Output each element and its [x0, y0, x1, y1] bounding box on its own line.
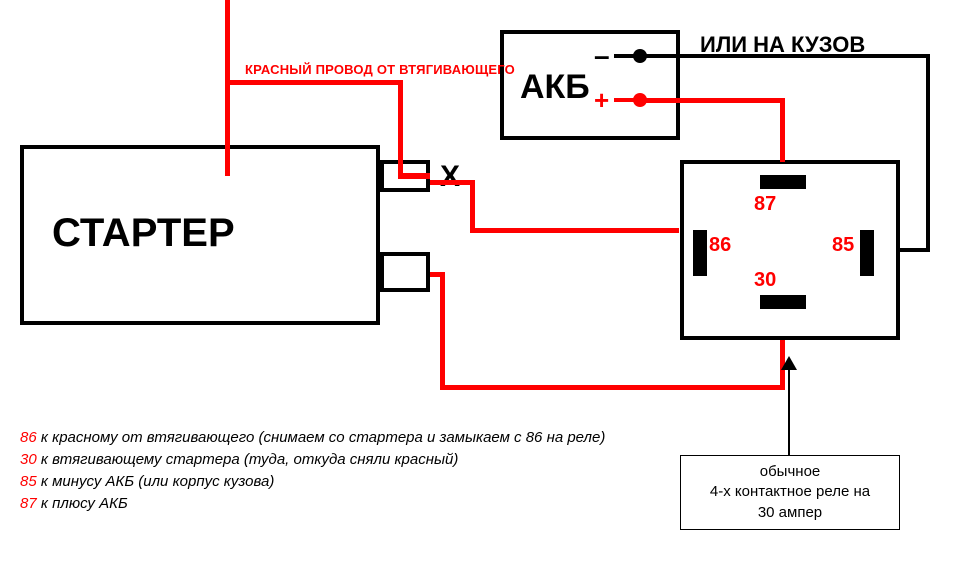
arrow-head [781, 356, 797, 370]
wire-red-c-v2 [440, 272, 445, 390]
label-85: 85 [832, 234, 854, 257]
minus-sign: – [594, 40, 610, 72]
legend-rest-2: к минусу АКБ (или корпус кузова) [37, 473, 275, 490]
starter-box: СТАРТЕР [20, 145, 380, 325]
relay-caption-l1: обычное [681, 462, 899, 482]
legend-rest-1: к втягивающему стартера (туда, откуда сн… [37, 451, 459, 468]
starter-nub-bot [380, 252, 430, 292]
wire-blk-minus-v [926, 54, 930, 252]
wire-red-a-h [225, 80, 403, 85]
plus-sign: + [594, 85, 609, 116]
legend-rest-3: к плюсу АКБ [37, 495, 128, 512]
legend-row-0: 86 к красному от втягивающего (снимаем с… [20, 427, 660, 449]
wire-red-plus-h [645, 98, 785, 103]
minus-stub [614, 54, 634, 58]
wire-red-plus-v [780, 98, 785, 162]
legend-row-3: 87 к плюсу АКБ [20, 493, 660, 515]
wire-red-top-h [225, 80, 230, 176]
plus-stub [614, 98, 634, 102]
wire-blk-minus-h1 [645, 54, 930, 58]
legend: 86 к красному от втягивающего (снимаем с… [20, 427, 660, 515]
wire-red-a-h2 [398, 173, 430, 179]
relay-caption-box: обычное 4-х контактное реле на 30 ампер [680, 455, 900, 530]
label-86: 86 [709, 234, 731, 257]
akb-box: АКБ [500, 30, 680, 140]
legend-row-2: 85 к минусу АКБ (или корпус кузова) [20, 471, 660, 493]
wiring-diagram: { "canvas": { "w": 960, "h": 563, "bg": … [0, 0, 960, 563]
wire-red-a-v2 [398, 80, 403, 173]
legend-num-1: 30 [20, 451, 37, 468]
relay-caption-l3: 30 ампер [681, 503, 899, 523]
legend-num-0: 86 [20, 429, 37, 446]
label-87: 87 [754, 193, 776, 216]
wire-red-c-h [440, 385, 785, 390]
pad-30 [760, 295, 806, 309]
arrow-shaft [788, 360, 790, 455]
legend-num-3: 87 [20, 495, 37, 512]
akb-label: АКБ [520, 68, 590, 107]
pad-85 [860, 230, 874, 276]
wire-red-c-into [430, 272, 445, 277]
wire-red-b-v [470, 180, 475, 233]
label-30: 30 [754, 269, 776, 292]
legend-num-2: 85 [20, 473, 37, 490]
relay-caption-l2: 4-х контактное реле на [681, 482, 899, 502]
starter-label: СТАРТЕР [52, 211, 235, 256]
wire-red-b-stub [430, 180, 470, 185]
pad-87 [760, 175, 806, 189]
legend-row-1: 30 к втягивающему стартера (туда, откуда… [20, 449, 660, 471]
wire-red-top-v [225, 0, 230, 80]
cross-mark: X [440, 160, 460, 194]
pad-86 [693, 230, 707, 276]
caption-red-wire: КРАСНЫЙ ПРОВОД ОТ ВТЯГИВАЮЩЕГО [245, 62, 515, 77]
wire-blk-minus-h2 [900, 248, 930, 252]
wire-red-b-h [470, 228, 679, 233]
legend-rest-0: к красному от втягивающего (снимаем со с… [37, 429, 606, 446]
